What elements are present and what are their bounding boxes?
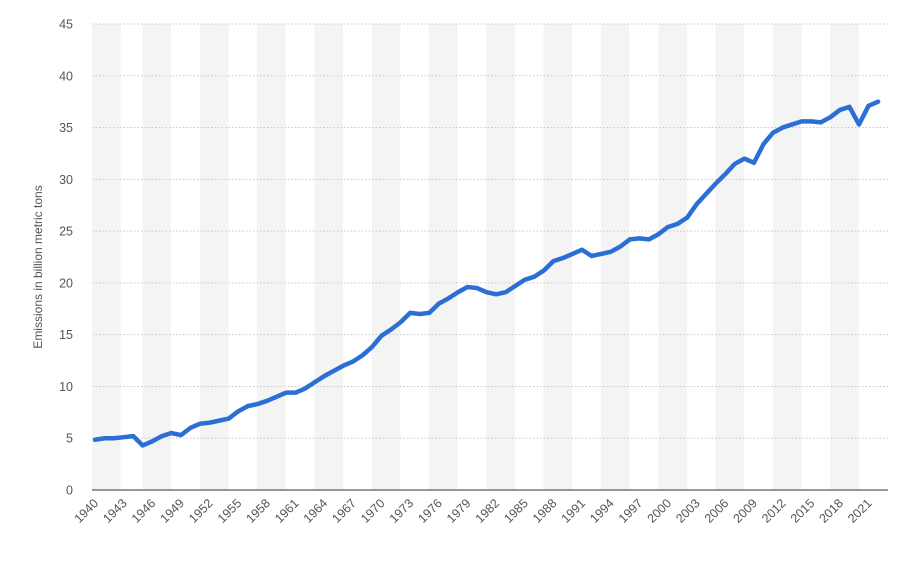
x-tick-label: 2012: [759, 496, 789, 526]
x-tick-label: 1967: [329, 496, 359, 526]
background-band: [371, 24, 401, 490]
x-tick-label: 1958: [243, 496, 273, 526]
x-tick-label: 1997: [616, 496, 646, 526]
series-line: [92, 99, 881, 448]
y-axis-tick-labels: 0 5 10 15 20 25 30 35 40 45: [59, 18, 73, 498]
x-tick-label: 1994: [587, 496, 617, 526]
y-tick-label: 25: [59, 225, 73, 239]
x-tick-label: 1973: [387, 496, 417, 526]
background-band: [658, 24, 687, 490]
x-tick-label: 1985: [501, 496, 531, 526]
y-axis-title: Emissions in billion metric tons: [31, 185, 45, 348]
background-band: [428, 24, 458, 490]
x-tick-label: 1982: [473, 496, 503, 526]
x-tick-label: 1949: [158, 496, 188, 526]
x-tick-label: 1991: [559, 496, 589, 526]
x-tick-label: 2021: [845, 496, 875, 526]
y-tick-label: 40: [59, 69, 73, 83]
plot-background-bands: [92, 24, 859, 490]
x-tick-label: 1940: [72, 496, 102, 526]
y-tick-label: 30: [59, 173, 73, 187]
x-tick-label: 1946: [129, 496, 159, 526]
x-axis-tick-labels: 1940 1943 1946 1949 1952 1955 1958 1961 1964 1967…: [72, 496, 875, 526]
x-tick-label: 2003: [673, 496, 703, 526]
x-tick-label: 2006: [702, 496, 732, 526]
background-band: [199, 24, 229, 490]
y-tick-label: 45: [59, 18, 73, 32]
background-band: [486, 24, 515, 490]
y-tick-label: 5: [66, 432, 73, 446]
background-band: [314, 24, 344, 490]
y-tick-label: 35: [59, 121, 73, 135]
background-band: [830, 24, 859, 490]
background-band: [715, 24, 745, 490]
x-tick-label: 1943: [100, 496, 130, 526]
x-tick-label: 1955: [215, 496, 245, 526]
background-band: [600, 24, 630, 490]
y-tick-label: 15: [59, 328, 73, 342]
background-band: [92, 24, 121, 490]
y-tick-label: 10: [59, 380, 73, 394]
x-tick-label: 1961: [272, 496, 302, 526]
y-tick-label: 0: [66, 484, 73, 498]
y-tick-label: 20: [59, 276, 73, 290]
x-tick-label: 1964: [301, 496, 331, 526]
x-tick-label: 1970: [358, 496, 388, 526]
x-tick-label: 2015: [788, 496, 818, 526]
x-tick-label: 2000: [645, 496, 675, 526]
x-tick-label: 2009: [731, 496, 761, 526]
x-tick-label: 1952: [186, 496, 216, 526]
x-tick-label: 2018: [816, 496, 846, 526]
x-tick-label: 1988: [530, 496, 560, 526]
background-band: [142, 24, 172, 490]
background-band: [257, 24, 286, 490]
background-band: [772, 24, 802, 490]
x-tick-label: 1976: [415, 496, 445, 526]
x-tick-label: 1979: [444, 496, 474, 526]
